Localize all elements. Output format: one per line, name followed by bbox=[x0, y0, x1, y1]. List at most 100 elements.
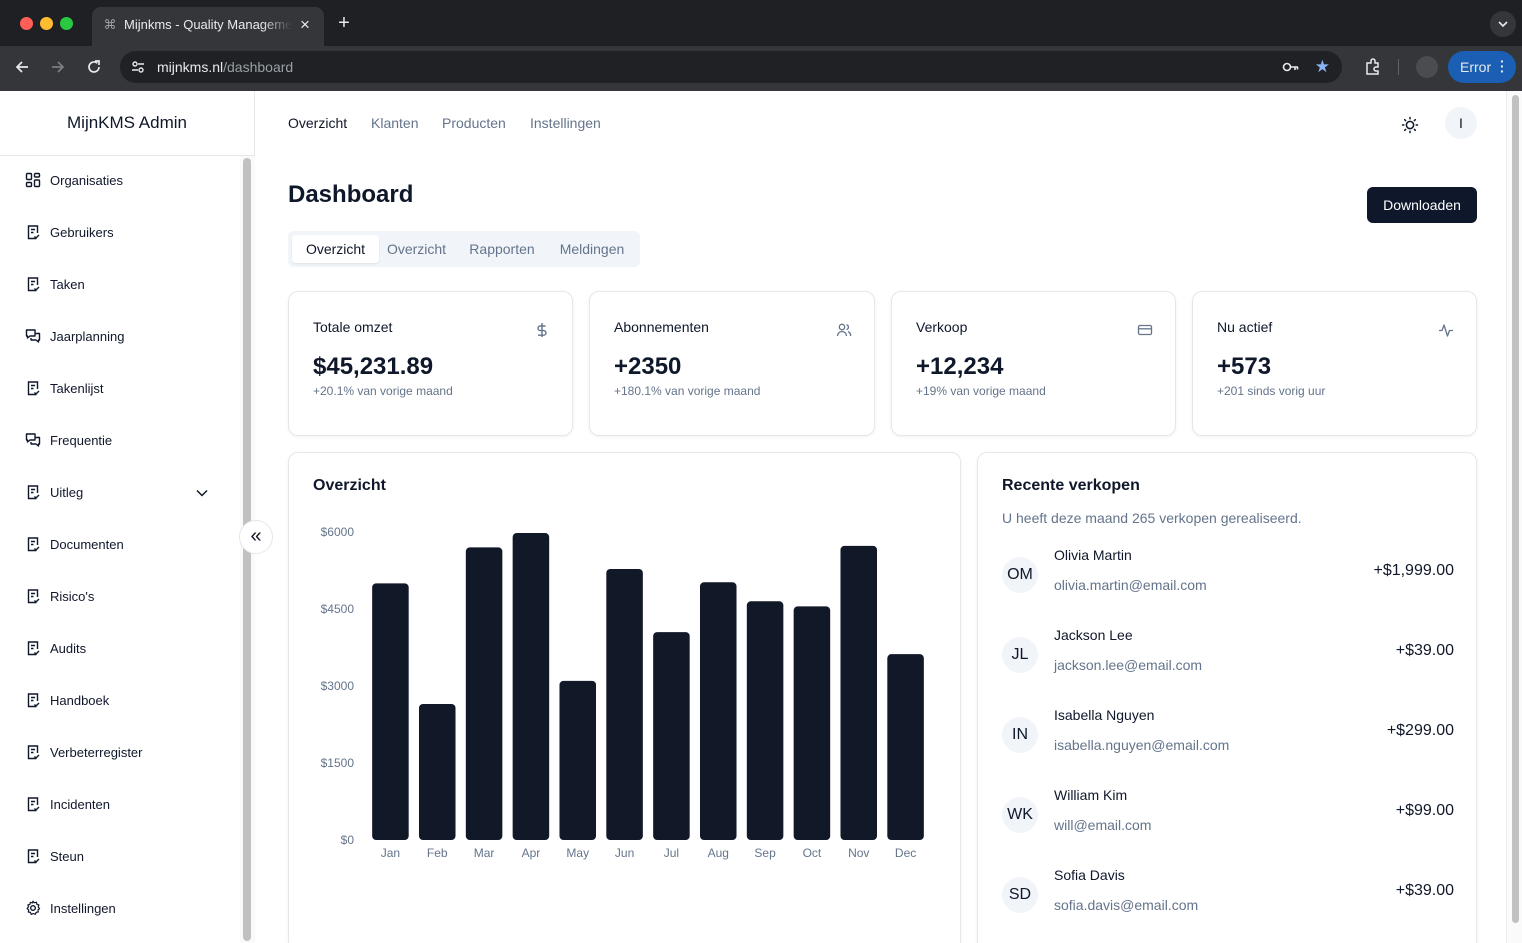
messages-icon bbox=[25, 433, 41, 447]
x-tick-label: Mar bbox=[474, 846, 495, 860]
sidebar-item-documenten[interactable]: Documenten bbox=[0, 525, 240, 565]
sidebar-item-instellingen[interactable]: Instellingen bbox=[0, 889, 240, 929]
chevrons-left-icon: « bbox=[250, 525, 262, 547]
page-title: Dashboard bbox=[288, 181, 414, 208]
x-tick-label: Jan bbox=[381, 846, 400, 860]
tab-meldingen[interactable]: Meldingen bbox=[559, 241, 625, 257]
x-tick-label: Nov bbox=[848, 846, 869, 860]
customer-email: will@email.com bbox=[1054, 817, 1152, 833]
sidebar-item-jaarplanning[interactable]: Jaarplanning bbox=[0, 317, 240, 357]
extensions-icon[interactable] bbox=[1363, 57, 1383, 77]
chevron-down-icon bbox=[1498, 21, 1508, 28]
stat-title: Nu actief bbox=[1217, 319, 1273, 335]
url-path: /dashboard bbox=[223, 59, 294, 75]
sun-icon[interactable] bbox=[1396, 111, 1424, 139]
browser-tab[interactable]: ⌘ Mijnkms - Quality Management × bbox=[92, 7, 324, 46]
tab-overzicht-2[interactable]: Overzicht bbox=[386, 241, 447, 257]
clipboard-check-icon bbox=[27, 589, 40, 604]
tab-close-icon[interactable]: × bbox=[300, 15, 310, 34]
clipboard-check-icon bbox=[27, 537, 40, 552]
address-bar[interactable]: mijnkms.nl/dashboard ★ bbox=[120, 51, 1342, 83]
sale-row[interactable]: WK William Kim will@email.com +$99.00 bbox=[1002, 785, 1454, 845]
tab-overzicht[interactable]: Overzicht bbox=[292, 235, 379, 263]
maximize-window-button[interactable] bbox=[60, 17, 73, 30]
page-scrollbar-thumb[interactable] bbox=[1512, 95, 1519, 923]
sidebar-brand[interactable]: MijnKMS Admin bbox=[0, 91, 254, 156]
tab-search-button[interactable] bbox=[1490, 11, 1516, 37]
topnav-klanten[interactable]: Klanten bbox=[371, 115, 419, 131]
reload-icon[interactable] bbox=[84, 57, 104, 77]
stat-value: $45,231.89 bbox=[313, 353, 434, 380]
sale-amount: +$99.00 bbox=[1395, 802, 1454, 819]
messages-icon bbox=[25, 329, 41, 343]
topnav-overzicht[interactable]: Overzicht bbox=[288, 115, 348, 131]
sidebar-item-gebruikers[interactable]: Gebruikers bbox=[0, 213, 240, 253]
sidebar: MijnKMS Admin Organisaties Gebruikers Take… bbox=[0, 91, 255, 943]
more-menu-icon[interactable]: · · · bbox=[1500, 53, 1505, 79]
sidebar-item-takenlijst[interactable]: Takenlijst bbox=[0, 369, 240, 409]
forward-icon[interactable] bbox=[48, 57, 68, 77]
chart-bar[interactable] bbox=[418, 703, 456, 840]
close-window-button[interactable] bbox=[20, 17, 33, 30]
customer-email: isabella.nguyen@email.com bbox=[1054, 737, 1230, 753]
topnav-instellingen[interactable]: Instellingen bbox=[530, 115, 601, 131]
chevron-down-icon[interactable] bbox=[195, 486, 209, 500]
chart-bar[interactable] bbox=[746, 601, 784, 840]
new-tab-icon[interactable]: + bbox=[338, 12, 350, 34]
sidebar-item-verbeterregister[interactable]: Verbeterregister bbox=[0, 733, 240, 773]
stat-title: Totale omzet bbox=[313, 319, 393, 335]
url-text: mijnkms.nl/dashboard bbox=[157, 59, 293, 75]
sidebar-item-risico-s[interactable]: Risico's bbox=[0, 577, 240, 617]
sidebar-item-handboek[interactable]: Handboek bbox=[0, 681, 240, 721]
tab-rapporten[interactable]: Rapporten bbox=[469, 241, 535, 257]
browser-chrome: ⌘ Mijnkms - Quality Management × + mijnk… bbox=[0, 0, 1522, 91]
chart-bar[interactable] bbox=[793, 606, 831, 840]
chart-bar[interactable] bbox=[606, 568, 643, 840]
bookmark-star-icon[interactable]: ★ bbox=[1314, 57, 1330, 76]
x-tick-label: May bbox=[566, 846, 589, 860]
sidebar-item-incidenten[interactable]: Incidenten bbox=[0, 785, 240, 825]
collapse-sidebar-button[interactable]: « bbox=[239, 520, 273, 554]
avatar: OM bbox=[1002, 557, 1038, 593]
sale-row[interactable]: IN Isabella Nguyen isabella.nguyen@email… bbox=[1002, 705, 1454, 765]
sale-row[interactable]: OM Olivia Martin olivia.martin@email.com… bbox=[1002, 545, 1454, 605]
chart-bar[interactable] bbox=[699, 582, 737, 840]
chart-bar[interactable] bbox=[653, 632, 690, 840]
sidebar-item-steun[interactable]: Steun bbox=[0, 837, 240, 877]
profile-error-chip[interactable]: Error · · · bbox=[1448, 51, 1516, 83]
y-tick-label: $3000 bbox=[321, 679, 355, 693]
sale-row[interactable]: SD Sofia Davis sofia.davis@email.com +$3… bbox=[1002, 865, 1454, 925]
y-tick-label: $0 bbox=[341, 833, 355, 847]
chart-bar[interactable] bbox=[559, 680, 597, 840]
site-settings-icon[interactable] bbox=[130, 59, 146, 75]
topnav-producten[interactable]: Producten bbox=[442, 115, 506, 131]
stat-value: +573 bbox=[1217, 353, 1272, 380]
stat-card-sales: Verkoop +12,234 +19% van vorige maand bbox=[891, 291, 1176, 436]
customer-name: Jackson Lee bbox=[1054, 627, 1133, 643]
chart-bar[interactable] bbox=[840, 545, 878, 840]
sidebar-item-audits[interactable]: Audits bbox=[0, 629, 240, 669]
x-tick-label: Sep bbox=[754, 846, 776, 860]
profile-avatar[interactable] bbox=[1416, 56, 1438, 78]
x-tick-label: Jun bbox=[615, 846, 634, 860]
recent-sales-card: Recente verkopen U heeft deze maand 265 … bbox=[977, 452, 1477, 943]
sidebar-item-taken[interactable]: Taken bbox=[0, 265, 240, 305]
sidebar-item-organisaties[interactable]: Organisaties bbox=[0, 161, 240, 201]
minimize-window-button[interactable] bbox=[40, 17, 53, 30]
download-button[interactable]: Downloaden bbox=[1367, 187, 1477, 223]
chart-bar[interactable] bbox=[512, 533, 550, 840]
sidebar-item-uitleg[interactable]: Uitleg bbox=[0, 473, 240, 513]
chart-bar[interactable] bbox=[465, 547, 503, 840]
stat-subtext: +180.1% van vorige maand bbox=[614, 384, 761, 398]
user-avatar[interactable]: I bbox=[1445, 107, 1477, 139]
back-icon[interactable] bbox=[12, 57, 32, 77]
x-tick-label: Jul bbox=[664, 846, 679, 860]
key-icon[interactable] bbox=[1282, 59, 1300, 75]
sidebar-item-frequentie[interactable]: Frequentie bbox=[0, 421, 240, 461]
sale-row[interactable]: JL Jackson Lee jackson.lee@email.com +$3… bbox=[1002, 625, 1454, 685]
chart-bar[interactable] bbox=[887, 654, 924, 840]
stat-value: +12,234 bbox=[916, 353, 1004, 380]
chart-bar[interactable] bbox=[372, 583, 409, 840]
settings-icon bbox=[26, 900, 41, 915]
customer-name: William Kim bbox=[1054, 787, 1128, 803]
